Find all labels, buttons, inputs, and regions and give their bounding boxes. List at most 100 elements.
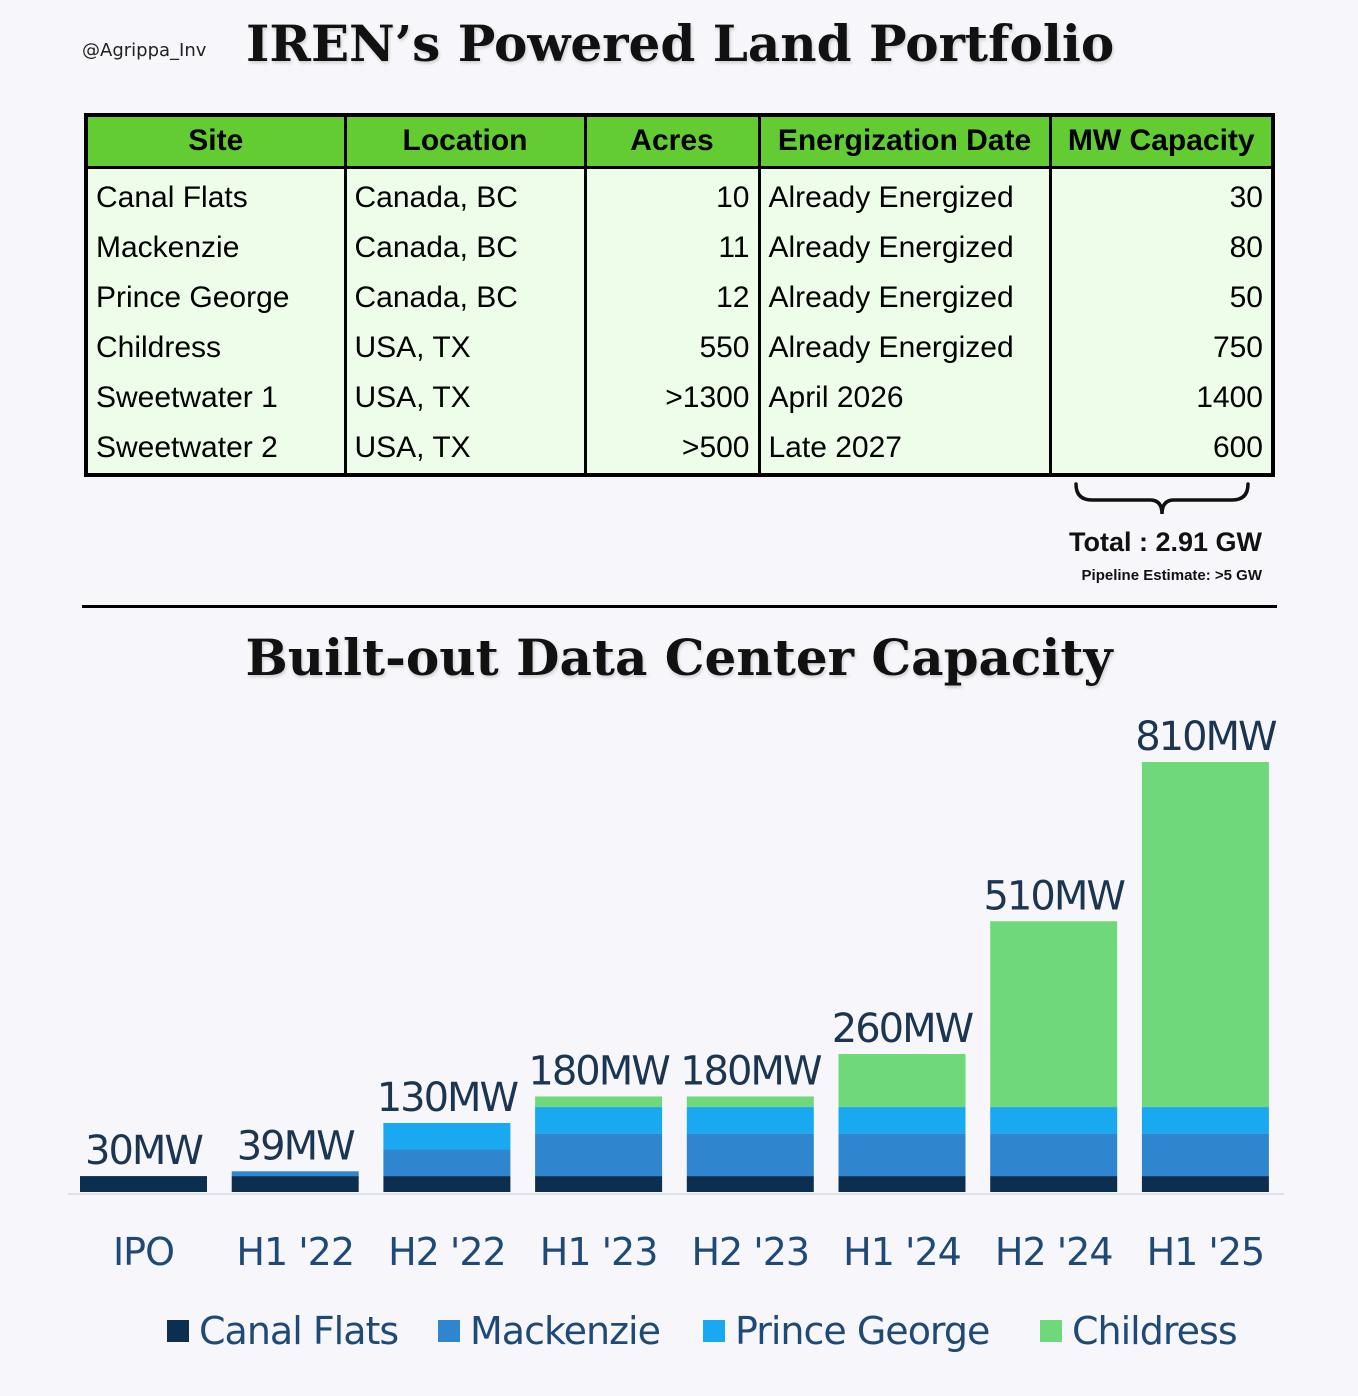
table-cell: Canada, BC [343, 167, 587, 223]
table-cell: 550 [583, 322, 761, 373]
bar-prince-george-h2-24 [990, 1107, 1118, 1134]
table-cell: Already Energized [757, 322, 1052, 373]
x-tick-label: H1 '25 [1147, 1230, 1265, 1274]
bar-mackenzie-h1-25 [1141, 1133, 1269, 1177]
legend-label-childress: Childress [1072, 1309, 1237, 1353]
bar-canal-flats-h1-22 [231, 1176, 359, 1192]
table-cell: Already Energized [757, 272, 1052, 323]
bar-total-label: 260MW [832, 1006, 974, 1052]
legend-swatch-childress [1040, 1320, 1062, 1342]
bar-total-label: 180MW [680, 1048, 822, 1094]
total-brace [1074, 482, 1250, 515]
portfolio-table: Site Location Acres Energization Date MW… [84, 113, 1275, 477]
bar-total-label: 510MW [983, 873, 1125, 919]
chart-title: Built-out Data Center Capacity [245, 628, 1113, 687]
bar-prince-george-h2-22 [383, 1122, 511, 1150]
bar-mackenzie-h2-22 [383, 1149, 511, 1177]
bar-total-label: 30MW [85, 1128, 203, 1174]
table-cell: >500 [583, 422, 761, 473]
column-header-mw-capacity: MW Capacity [1048, 117, 1271, 169]
bar-prince-george-h1-23 [535, 1107, 663, 1134]
legend-label-mackenzie: Mackenzie [470, 1309, 660, 1353]
bar-childress-h1-25 [1141, 762, 1269, 1108]
column-header-acres: Acres [583, 117, 761, 169]
table-cell: Already Energized [757, 222, 1052, 273]
bar-canal-flats-ipo [80, 1176, 207, 1192]
table-cell: 1400 [1048, 372, 1271, 423]
legend-swatch-mackenzie [438, 1320, 460, 1342]
bar-mackenzie-h2-23 [686, 1133, 814, 1177]
table-cell: Already Energized [757, 167, 1052, 223]
total-capacity: Total : 2.91 GW [1068, 527, 1262, 557]
section-divider [82, 605, 1277, 608]
bar-childress-h2-24 [990, 921, 1118, 1108]
table-cell: Mackenzie [88, 222, 347, 273]
table-row: Canal Flats Canada, BC 10 Already Energized… [88, 167, 1271, 223]
bar-mackenzie-h1-24 [838, 1133, 966, 1177]
bar-prince-george-h2-23 [686, 1107, 814, 1134]
table-cell: USA, TX [343, 322, 587, 373]
bar-childress-h1-23 [535, 1096, 663, 1108]
pipeline-estimate: Pipeline Estimate: >5 GW [1081, 567, 1262, 584]
table-cell: 750 [1048, 322, 1271, 373]
x-tick-label: H2 '23 [691, 1230, 809, 1274]
table-cell: Late 2027 [757, 422, 1052, 473]
bar-canal-flats-h1-25 [1141, 1176, 1269, 1192]
table-cell: 50 [1048, 272, 1271, 323]
table-cell: April 2026 [757, 372, 1052, 423]
legend-swatch-canal-flats [167, 1320, 189, 1342]
page-title: IREN’s Powered Land Portfolio [246, 14, 1115, 73]
table-cell: 11 [583, 222, 761, 273]
author-handle: @Agrippa_Inv [82, 40, 207, 61]
bar-mackenzie-h1-22 [231, 1171, 359, 1177]
table-row: Mackenzie Canada, BC 11 Already Energized 80 [88, 222, 1271, 273]
column-header-energization-date: Energization Date [757, 117, 1052, 169]
bar-prince-george-h1-25 [1141, 1107, 1269, 1134]
bar-canal-flats-h2-24 [990, 1176, 1118, 1192]
table-cell: 80 [1048, 222, 1271, 273]
bar-canal-flats-h2-22 [383, 1176, 511, 1192]
table-cell: Canada, BC [343, 222, 587, 273]
table-cell: 10 [583, 167, 761, 223]
bar-prince-george-h1-24 [838, 1107, 966, 1134]
table-header-row: Site Location Acres Energization Date MW… [88, 117, 1271, 169]
x-tick-label: H2 '24 [995, 1230, 1113, 1274]
bar-childress-h1-24 [838, 1053, 966, 1108]
table-cell: USA, TX [343, 372, 587, 423]
bar-mackenzie-h2-24 [990, 1133, 1118, 1177]
legend-label-prince-george: Prince George [735, 1309, 989, 1353]
table-cell: Prince George [88, 272, 347, 323]
bar-total-label: 39MW [237, 1123, 355, 1169]
table-cell: 12 [583, 272, 761, 323]
legend-label-canal-flats: Canal Flats [199, 1309, 398, 1353]
bar-mackenzie-h1-23 [535, 1133, 663, 1177]
table-cell: 600 [1048, 422, 1271, 473]
x-tick-label: H1 '23 [540, 1230, 658, 1274]
table-cell: USA, TX [343, 422, 587, 473]
table-cell: Sweetwater 1 [88, 372, 347, 423]
table-row: Prince George Canada, BC 12 Already Energiz… [88, 272, 1271, 323]
column-header-location: Location [343, 117, 587, 169]
bar-total-label: 180MW [528, 1048, 670, 1094]
table-cell: Canal Flats [88, 167, 347, 223]
x-tick-label: H1 '24 [843, 1230, 961, 1274]
bar-total-label: 810MW [1135, 714, 1277, 760]
bar-canal-flats-h1-24 [838, 1176, 966, 1192]
bar-total-label: 130MW [377, 1075, 519, 1121]
x-tick-label: H1 '22 [236, 1230, 354, 1274]
table-cell: 30 [1048, 167, 1271, 223]
table-cell: Sweetwater 2 [88, 422, 347, 473]
bar-canal-flats-h2-23 [686, 1176, 814, 1192]
bar-childress-h2-23 [686, 1096, 814, 1108]
legend-swatch-prince-george [703, 1320, 725, 1342]
table-row: Sweetwater 1 USA, TX >1300 April 2026 1400 [88, 372, 1271, 423]
table-cell: >1300 [583, 372, 761, 423]
table-row: Childress USA, TX 550 Already Energized 750 [88, 322, 1271, 373]
x-tick-label: IPO [113, 1230, 174, 1274]
table-row: Sweetwater 2 USA, TX >500 Late 2027 600 [88, 422, 1271, 473]
x-tick-label: H2 '22 [388, 1230, 506, 1274]
bar-canal-flats-h1-23 [535, 1176, 663, 1192]
table-cell: Childress [88, 322, 347, 373]
table-cell: Canada, BC [343, 272, 587, 323]
